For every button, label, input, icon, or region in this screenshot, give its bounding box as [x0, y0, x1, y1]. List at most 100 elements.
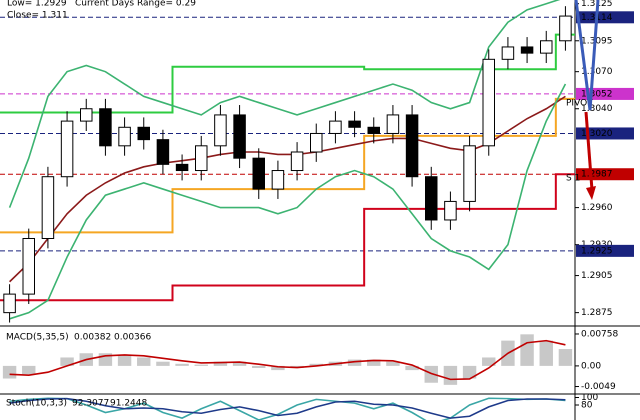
candle-body — [80, 108, 93, 122]
histogram-bar — [156, 361, 170, 366]
panel: 1.31251.30951.30701.30401.29601.29301.29… — [0, 0, 634, 323]
candle-body — [137, 126, 150, 141]
candle-body — [482, 58, 495, 147]
plot-area — [9, 397, 566, 420]
y-tick-label: 1.3040 — [581, 104, 613, 114]
y-tick-label: 80 — [581, 401, 593, 411]
indicator-line — [9, 397, 566, 419]
y-tick-label: 0.00 — [581, 361, 601, 371]
y-tick-label: 0.00758 — [581, 329, 618, 339]
candle-body — [501, 46, 515, 60]
level-text: S 1 — [566, 174, 580, 184]
candle-body — [463, 145, 476, 202]
candle-body — [329, 120, 342, 134]
level-label: 1.2987 — [581, 170, 613, 180]
histogram-bar — [2, 365, 17, 379]
level-label: 1.3020 — [581, 129, 613, 139]
candle-body — [233, 114, 246, 159]
candle-body — [156, 139, 170, 165]
histogram-bar — [60, 357, 74, 366]
candle-body — [22, 237, 35, 295]
panel-reading: 0.00366 — [114, 333, 151, 343]
y-tick-label: -0.0049 — [581, 382, 616, 392]
plot-area — [0, 0, 575, 323]
info-text: Close= 1.311 — [7, 11, 68, 21]
y-tick-label: 1.3070 — [581, 67, 613, 77]
candle-body — [252, 157, 265, 190]
candle-body — [41, 176, 55, 239]
histogram-bar — [424, 365, 438, 383]
histogram-bar — [252, 365, 266, 368]
candle-body — [214, 114, 227, 147]
candle-body — [348, 120, 361, 128]
histogram-bar — [405, 365, 419, 371]
candle-body — [444, 200, 457, 221]
candle-body — [118, 126, 131, 147]
candle-body — [540, 40, 553, 54]
y-tick-label: 1.3095 — [581, 36, 613, 46]
candle-body — [559, 15, 572, 42]
histogram-bar — [558, 349, 573, 366]
candle-body — [195, 145, 208, 172]
histogram-bar — [386, 361, 400, 366]
y-tick-label: 100 — [581, 393, 598, 403]
histogram-bar — [462, 365, 477, 379]
level-tag — [576, 244, 634, 257]
arrow — [574, 0, 600, 111]
candle-body — [425, 176, 438, 221]
indicator-line — [8, 0, 561, 208]
histogram-bar — [175, 363, 189, 366]
histogram-bar — [539, 340, 553, 366]
level-step-line — [0, 173, 575, 302]
candle-body — [60, 120, 74, 178]
panel: 0.00758 0.00 -0.0049 MACD(5,35,5) 0.00382 0.0… — [2, 329, 618, 392]
panel-title: MACD(5,35,5) — [6, 333, 69, 343]
level-text: PIVOT — [566, 98, 593, 108]
level-tag — [576, 11, 634, 24]
panel-title: Stoch(10,3,3) — [6, 399, 67, 409]
histogram-bar — [309, 363, 323, 366]
candle-body — [520, 46, 534, 54]
candle-body — [271, 170, 285, 190]
candle-body — [3, 293, 16, 314]
indicator-line — [9, 397, 566, 420]
indicator-line — [9, 83, 567, 320]
indicator-line — [9, 339, 566, 381]
candle-body — [290, 151, 304, 172]
histogram-bar — [137, 357, 151, 366]
candle-body — [405, 114, 419, 178]
y-tick-label: 1.2875 — [581, 308, 613, 318]
histogram-bar — [232, 361, 247, 366]
arrow — [584, 111, 594, 191]
level-label: 1.3052 — [581, 89, 613, 99]
histogram-bar — [271, 365, 285, 371]
arrow-head — [586, 186, 596, 200]
histogram-bar — [443, 365, 458, 385]
level-label: 1.2925 — [581, 246, 613, 256]
candle-body — [310, 132, 323, 153]
panel-reading: 0.00382 — [74, 333, 111, 343]
candle-body — [99, 108, 112, 147]
histogram-bar — [367, 359, 381, 366]
histogram-bar — [117, 355, 132, 366]
plot-area — [2, 334, 573, 385]
histogram-bar — [213, 361, 228, 366]
panel-reading: 92.3077 — [72, 399, 109, 409]
candle-body — [367, 126, 380, 134]
histogram-bar — [194, 364, 208, 366]
candle-body — [386, 114, 400, 134]
histogram-bar — [22, 365, 36, 375]
panel-reading: 91.2448 — [110, 399, 147, 409]
histogram-bar — [482, 357, 496, 366]
info-text: Low= 1.2929 — [7, 0, 67, 9]
y-tick-label: 1.2960 — [581, 203, 613, 213]
histogram-bar — [347, 359, 362, 366]
info-text: Current Days Range= 0.29 — [75, 0, 196, 9]
y-tick-label: 1.2905 — [581, 271, 613, 281]
level-tag — [576, 127, 634, 140]
candle-body — [175, 163, 189, 172]
